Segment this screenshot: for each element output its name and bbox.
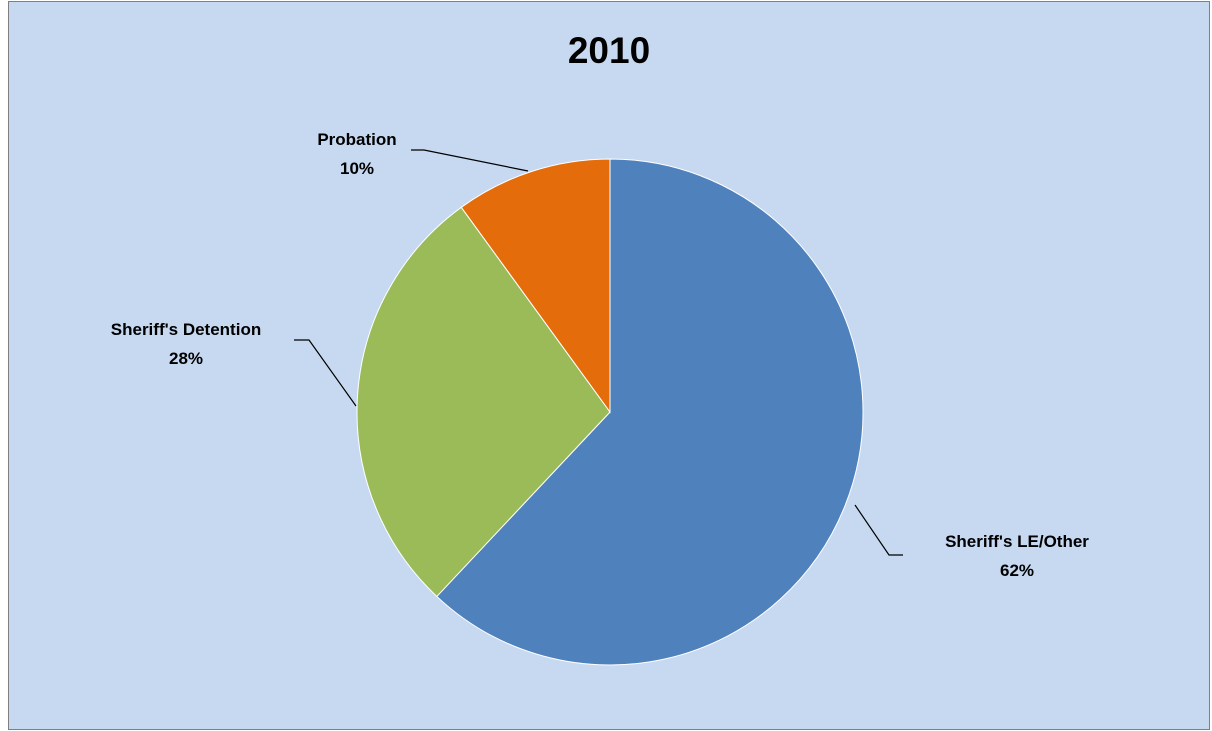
chart-area: 2010 Sheriff's LE/Other 62% Sheriff's Dete…	[8, 1, 1210, 730]
leader-line-1	[294, 339, 357, 407]
slice-label-value: 62%	[1000, 561, 1034, 580]
chart-title: 2010	[567, 30, 651, 71]
slice-label-name: Probation	[317, 130, 396, 149]
pie-slice-sheriff-s-le-other	[436, 158, 864, 666]
slice-label-name: Sheriff's Detention	[111, 320, 261, 339]
slice-label-name: Sheriff's LE/Other	[945, 532, 1089, 551]
pie-slice-probation	[460, 158, 611, 414]
pie-chart: Sheriff's LE/Other 62% Sheriff's Detention…	[111, 130, 1089, 666]
leader-line-0	[854, 504, 903, 556]
pie-slice-sheriff-s-detention	[356, 206, 611, 598]
slice-label-value: 10%	[340, 159, 374, 178]
leader-line-2	[411, 149, 529, 172]
slice-label-value: 28%	[169, 349, 203, 368]
